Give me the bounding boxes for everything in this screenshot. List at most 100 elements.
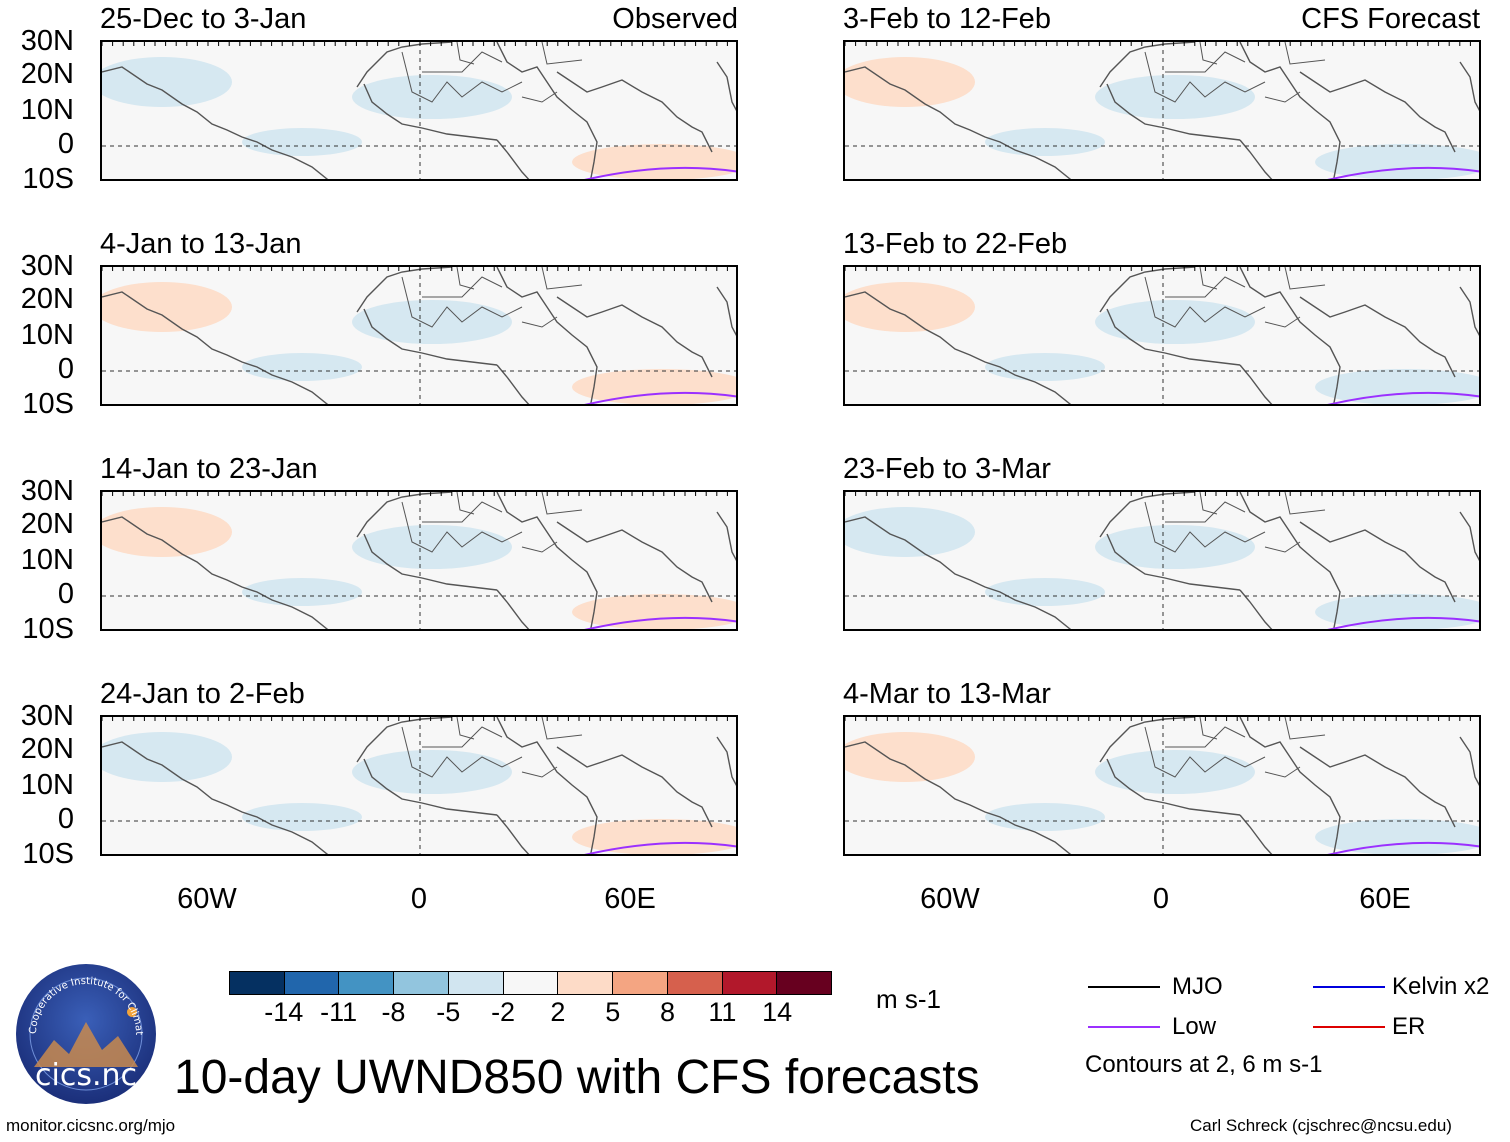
low-contour — [1327, 166, 1479, 179]
panel-title-4: 24-Jan to 2-Feb — [100, 678, 305, 710]
country-border — [1199, 717, 1218, 740]
coastline — [556, 521, 713, 603]
coastline — [556, 296, 713, 378]
coastline — [1099, 267, 1196, 313]
colorbar-swatch — [777, 972, 832, 994]
country-border — [521, 541, 558, 553]
coastline — [496, 717, 598, 854]
country-border — [1264, 766, 1301, 778]
anomaly-shading — [845, 732, 975, 782]
coastline — [363, 533, 498, 591]
anomaly-shading — [985, 128, 1105, 156]
country-border — [1284, 492, 1326, 515]
colorbar-swatch — [613, 972, 668, 994]
country-border — [1199, 267, 1218, 290]
coastline — [1106, 83, 1241, 141]
anomaly-shading — [102, 282, 232, 332]
anomaly-shading — [352, 525, 512, 569]
colorbar-tick-label: 2 — [550, 997, 566, 1027]
colorbar-swatch — [339, 972, 395, 994]
country-border — [1284, 42, 1326, 65]
anomaly-shading — [985, 578, 1105, 606]
coastline — [1459, 61, 1479, 111]
colorbar-tick-label: -8 — [381, 997, 406, 1027]
panel-title-6: 13-Feb to 22-Feb — [843, 228, 1068, 260]
legend-low-label: Low — [1172, 1013, 1217, 1040]
coastline — [716, 736, 736, 786]
low-contour — [584, 166, 736, 179]
coastline — [102, 516, 329, 629]
source-url[interactable]: monitor.cicsnc.org/mjo — [6, 1116, 176, 1135]
coastline — [496, 42, 598, 179]
coastline — [1239, 267, 1341, 404]
colorbar-tick-label: 14 — [762, 997, 793, 1027]
anomaly-shading — [242, 578, 362, 606]
country-border — [1144, 501, 1266, 553]
lat-label: 30N — [20, 250, 74, 282]
country-border — [1165, 501, 1246, 523]
country-border — [1165, 726, 1246, 748]
lat-label: 10N — [20, 94, 74, 126]
country-border — [1264, 91, 1301, 103]
lat-label: 20N — [20, 58, 74, 90]
country-border — [1199, 42, 1218, 65]
lon-label-60e-left: 60E — [604, 883, 656, 915]
country-border — [521, 91, 558, 103]
anomaly-shading — [242, 353, 362, 381]
colorbar-swatch — [503, 972, 559, 994]
coastline — [1106, 308, 1241, 366]
coastline — [1239, 717, 1341, 854]
country-border — [541, 42, 583, 65]
anomaly-shading — [1095, 300, 1255, 344]
map-panel-8 — [843, 715, 1481, 856]
lat-label: 20N — [20, 283, 74, 315]
low-contour — [584, 391, 736, 404]
author-credit: Carl Schreck (cjschrec@ncsu.edu) — [1190, 1116, 1452, 1135]
anomaly-shading — [102, 57, 232, 107]
coastline — [356, 42, 453, 88]
country-border — [456, 492, 475, 515]
map-panel-3 — [100, 490, 738, 631]
coastline — [1299, 296, 1456, 378]
anomaly-shading — [242, 128, 362, 156]
anomaly-shading — [102, 507, 232, 557]
country-border — [1144, 726, 1266, 778]
anomaly-shading — [572, 819, 736, 854]
map-panel-1 — [100, 40, 738, 181]
colorbar-swatch — [230, 972, 285, 994]
country-border — [541, 267, 583, 290]
country-border — [456, 717, 475, 740]
panel-title-1: 25-Dec to 3-Jan — [100, 3, 307, 35]
country-border — [1284, 267, 1326, 290]
coastline — [1106, 758, 1241, 816]
country-border — [521, 316, 558, 328]
coastline — [1099, 492, 1196, 538]
contour-note: Contours at 2, 6 m s-1 — [1085, 1051, 1323, 1078]
logo-text: cics.nc — [35, 1058, 137, 1093]
low-contour — [584, 841, 736, 854]
colorbar-swatch — [722, 972, 778, 994]
anomaly-shading — [845, 57, 975, 107]
lat-label: 10S — [22, 163, 74, 195]
coastline — [1239, 492, 1341, 629]
country-border — [401, 276, 523, 328]
colorbar-swatch — [394, 972, 449, 994]
country-border — [521, 766, 558, 778]
coastline — [1239, 42, 1341, 179]
lon-label-0-right: 0 — [1152, 883, 1170, 915]
colorbar-tick-label: 11 — [708, 997, 737, 1027]
anomaly-shading — [985, 803, 1105, 831]
lat-label: 20N — [20, 508, 74, 540]
coastline — [363, 758, 498, 816]
coastline — [102, 66, 329, 179]
legend-er-label: ER — [1392, 1013, 1426, 1040]
anomaly-shading — [242, 803, 362, 831]
lat-label: 30N — [20, 475, 74, 507]
coastline — [845, 291, 1072, 404]
country-border — [422, 51, 503, 73]
coastline — [102, 741, 329, 854]
coastline — [496, 492, 598, 629]
country-border — [422, 501, 503, 523]
lat-label: 10N — [20, 544, 74, 576]
lat-label: 10S — [22, 613, 74, 645]
